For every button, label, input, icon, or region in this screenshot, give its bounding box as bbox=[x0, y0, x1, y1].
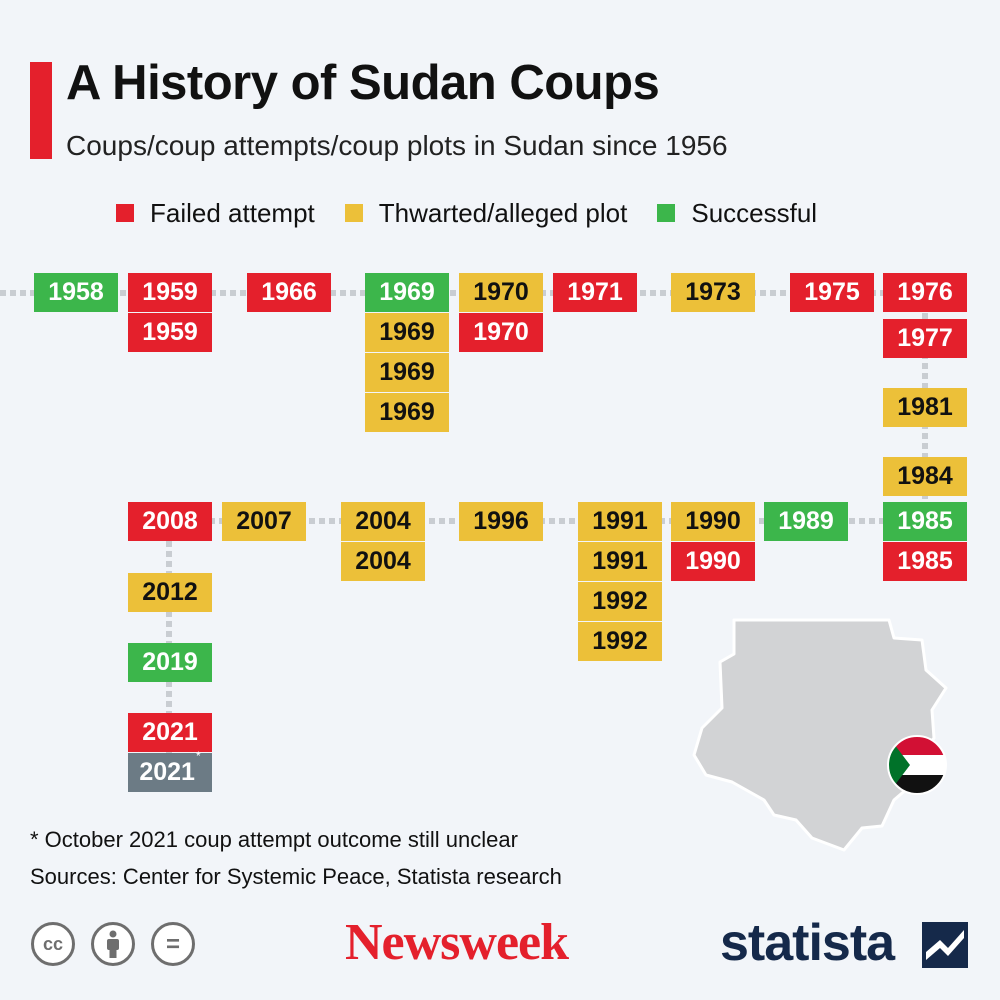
statista-logo[interactable]: statista bbox=[720, 914, 895, 972]
legend-label-failed: Failed attempt bbox=[150, 197, 315, 228]
sources: Sources: Center for Systemic Peace, Stat… bbox=[30, 864, 562, 889]
coup-box: 2004 bbox=[341, 502, 425, 541]
coup-box: 1989 bbox=[764, 502, 848, 541]
coup-box: 1985 bbox=[883, 502, 967, 541]
coup-box: 1966 bbox=[247, 273, 331, 312]
newsweek-logo[interactable]: Newsweek bbox=[345, 914, 569, 971]
coup-box: 1996 bbox=[459, 502, 543, 541]
attribution-icon[interactable] bbox=[91, 922, 135, 966]
coup-box: 1992 bbox=[578, 582, 662, 621]
coup-box: 2021 bbox=[128, 713, 212, 752]
page-subtitle: Coups/coup attempts/coup plots in Sudan … bbox=[66, 130, 728, 161]
legend-item-successful: Successful bbox=[657, 198, 817, 229]
coup-box: 2012 bbox=[128, 573, 212, 612]
coup-box: 1969 bbox=[365, 273, 449, 312]
coup-box: 1991 bbox=[578, 542, 662, 581]
title-accent-bar bbox=[30, 62, 52, 159]
legend-label-thwarted: Thwarted/alleged plot bbox=[378, 197, 628, 228]
coup-box-label: 2021 bbox=[139, 758, 195, 786]
footnote-marker: * bbox=[195, 749, 201, 763]
coup-box: 1959 bbox=[128, 273, 212, 312]
coup-box: 1981 bbox=[883, 388, 967, 427]
no-derivatives-icon[interactable]: = bbox=[151, 922, 195, 966]
coup-box: 1976 bbox=[883, 273, 967, 312]
coup-box-unclear: 2021* bbox=[128, 750, 212, 792]
coup-box: 1992 bbox=[578, 622, 662, 661]
coup-box: 2007 bbox=[222, 502, 306, 541]
person-icon bbox=[107, 930, 119, 958]
statista-mark-icon bbox=[922, 922, 968, 968]
coup-box: 1975 bbox=[790, 273, 874, 312]
coup-box: 2019 bbox=[128, 643, 212, 682]
coup-box: 1969 bbox=[365, 353, 449, 392]
legend-item-thwarted: Thwarted/alleged plot bbox=[344, 197, 628, 229]
legend-item-failed: Failed attempt bbox=[116, 198, 315, 229]
legend-swatch-failed bbox=[116, 204, 134, 222]
sudan-map bbox=[692, 618, 948, 852]
coup-box: 1971 bbox=[553, 273, 637, 312]
coup-box: 1959 bbox=[128, 313, 212, 352]
coup-box: 1969 bbox=[365, 393, 449, 432]
sudan-map-shape bbox=[692, 618, 948, 852]
coup-box: 1973 bbox=[671, 273, 755, 312]
coup-box: 1990 bbox=[671, 502, 755, 541]
legend: Failed attempt Thwarted/alleged plot Suc… bbox=[116, 198, 847, 228]
coup-box: 2004 bbox=[341, 542, 425, 581]
coup-box: 1990 bbox=[671, 542, 755, 581]
legend-label-successful: Successful bbox=[691, 197, 818, 228]
coup-box: 1985 bbox=[883, 542, 967, 581]
coup-box: 2008 bbox=[128, 502, 212, 541]
coup-box: 1977 bbox=[883, 319, 967, 358]
coup-box: 1958 bbox=[34, 273, 118, 312]
coup-box: 1970 bbox=[459, 273, 543, 312]
coup-box: 1970 bbox=[459, 313, 543, 352]
coup-box: 1991 bbox=[578, 502, 662, 541]
page-title: A History of Sudan Coups bbox=[66, 56, 660, 110]
timeline-line-bottom bbox=[169, 518, 925, 524]
legend-swatch-successful bbox=[657, 204, 676, 222]
footnote: * October 2021 coup attempt outcome stil… bbox=[30, 827, 518, 852]
cc-icon[interactable]: cc bbox=[31, 922, 75, 966]
legend-swatch-thwarted bbox=[344, 204, 363, 222]
coup-box: 1969 bbox=[365, 313, 449, 352]
coup-box: 1984 bbox=[883, 457, 967, 496]
